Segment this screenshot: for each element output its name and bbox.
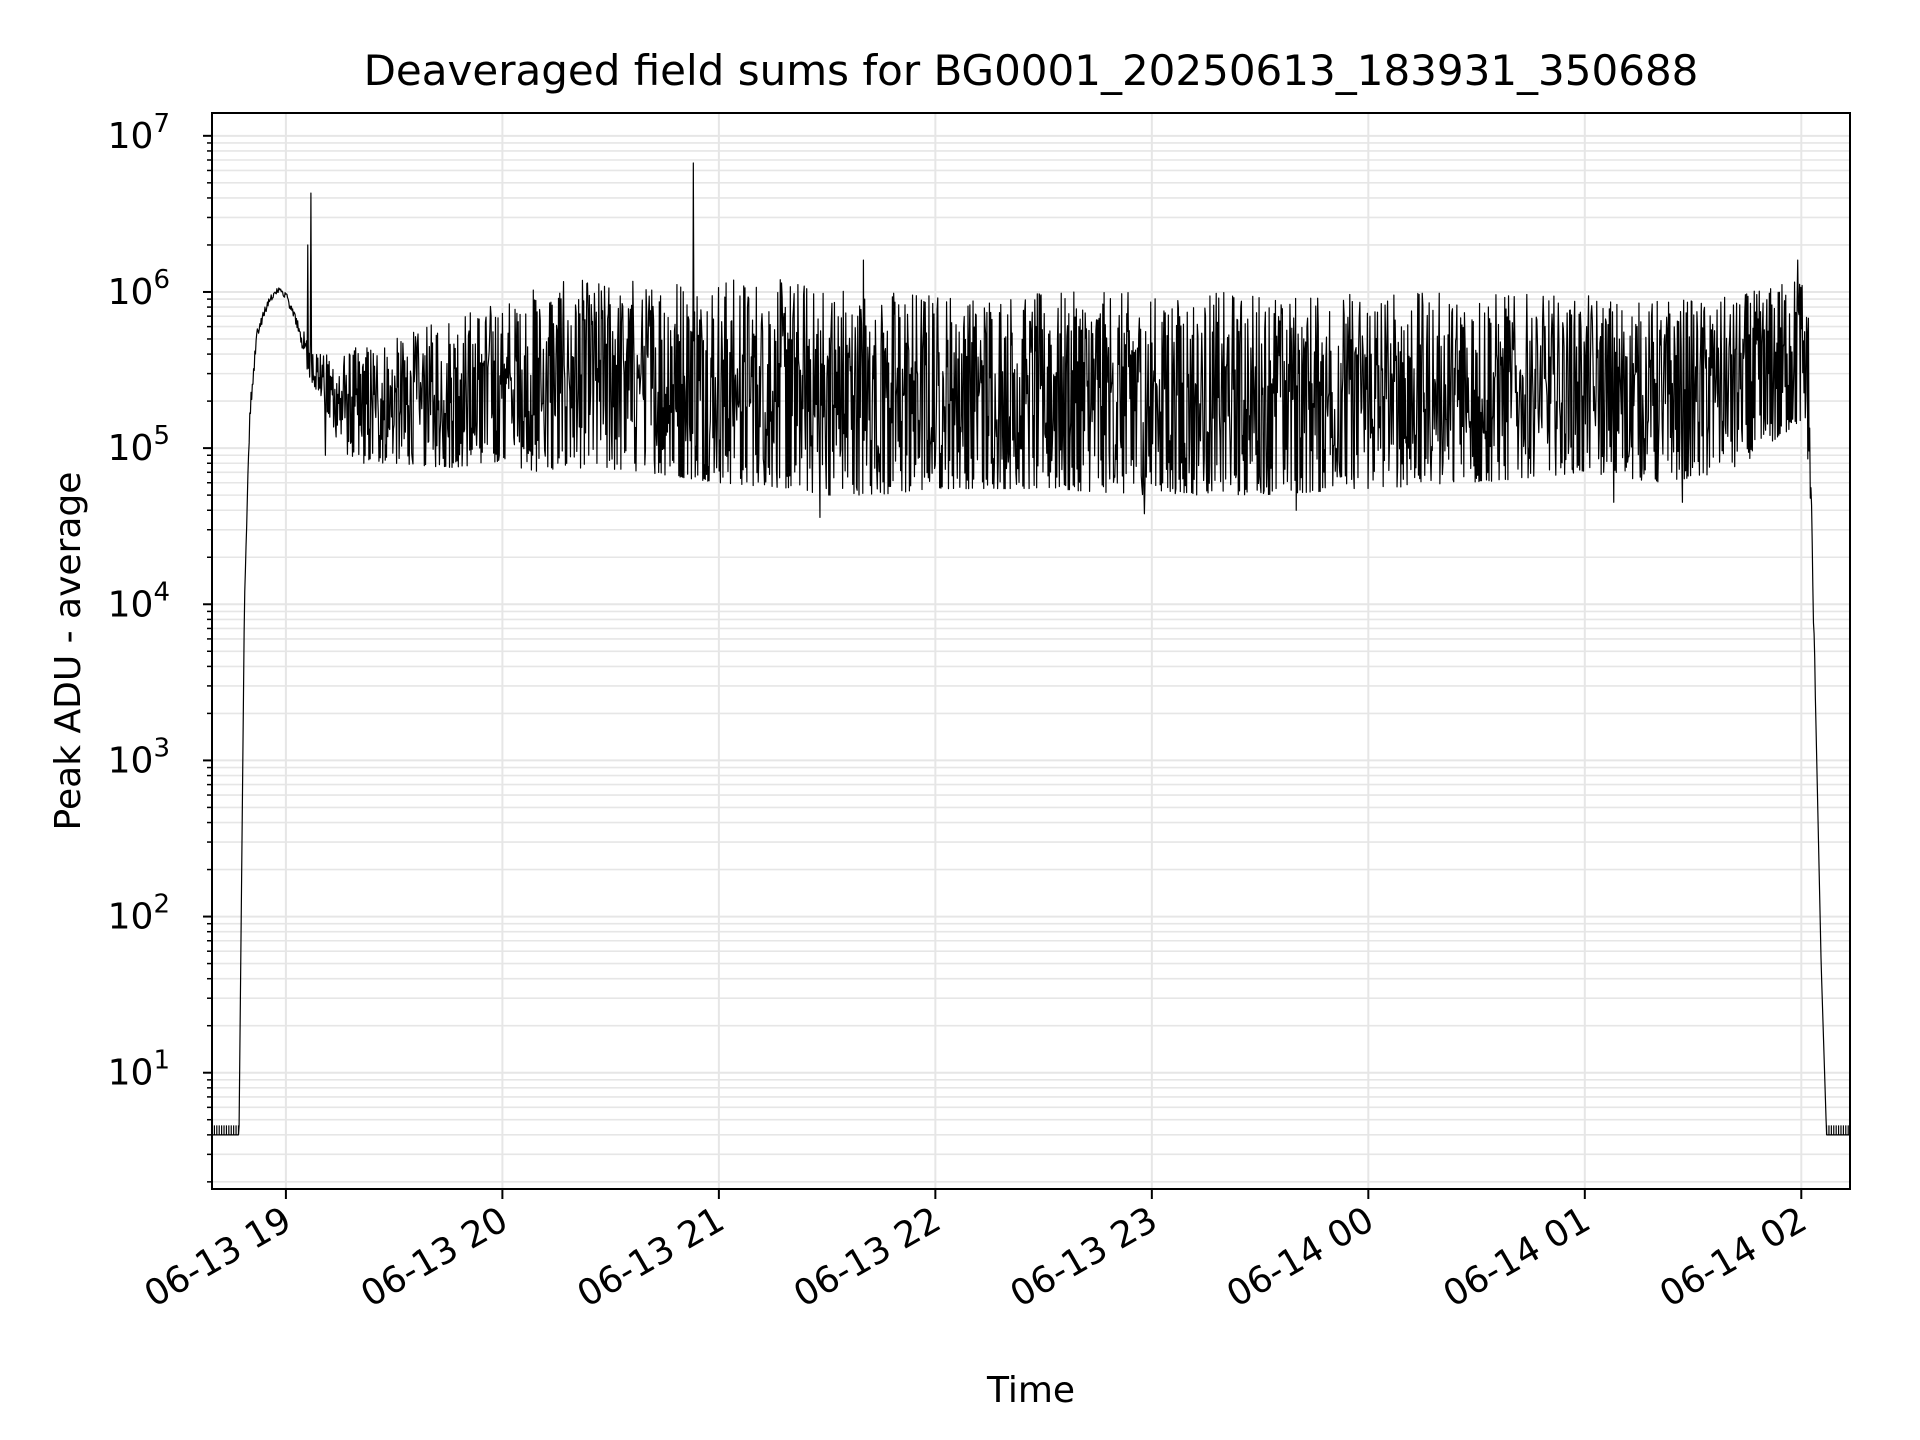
- y-tick-label: 104: [108, 577, 170, 625]
- y-tick-label: 102: [108, 890, 170, 938]
- y-tick-label: 105: [108, 421, 170, 469]
- series-path: [212, 162, 1850, 1136]
- y-tick-label: 107: [108, 109, 170, 157]
- chart-title: Deaveraged field sums for BG0001_2025061…: [364, 46, 1699, 95]
- y-tick-label: 106: [108, 265, 170, 313]
- y-tick-label: 101: [108, 1046, 170, 1094]
- y-axis-label: Peak ADU - average: [48, 472, 89, 831]
- y-axis: 101 102 103 104 105 106 107: [108, 109, 212, 1183]
- x-axis-label: Time: [986, 1370, 1075, 1411]
- series-line: [212, 162, 1850, 1136]
- y-tick-label: 103: [108, 733, 170, 781]
